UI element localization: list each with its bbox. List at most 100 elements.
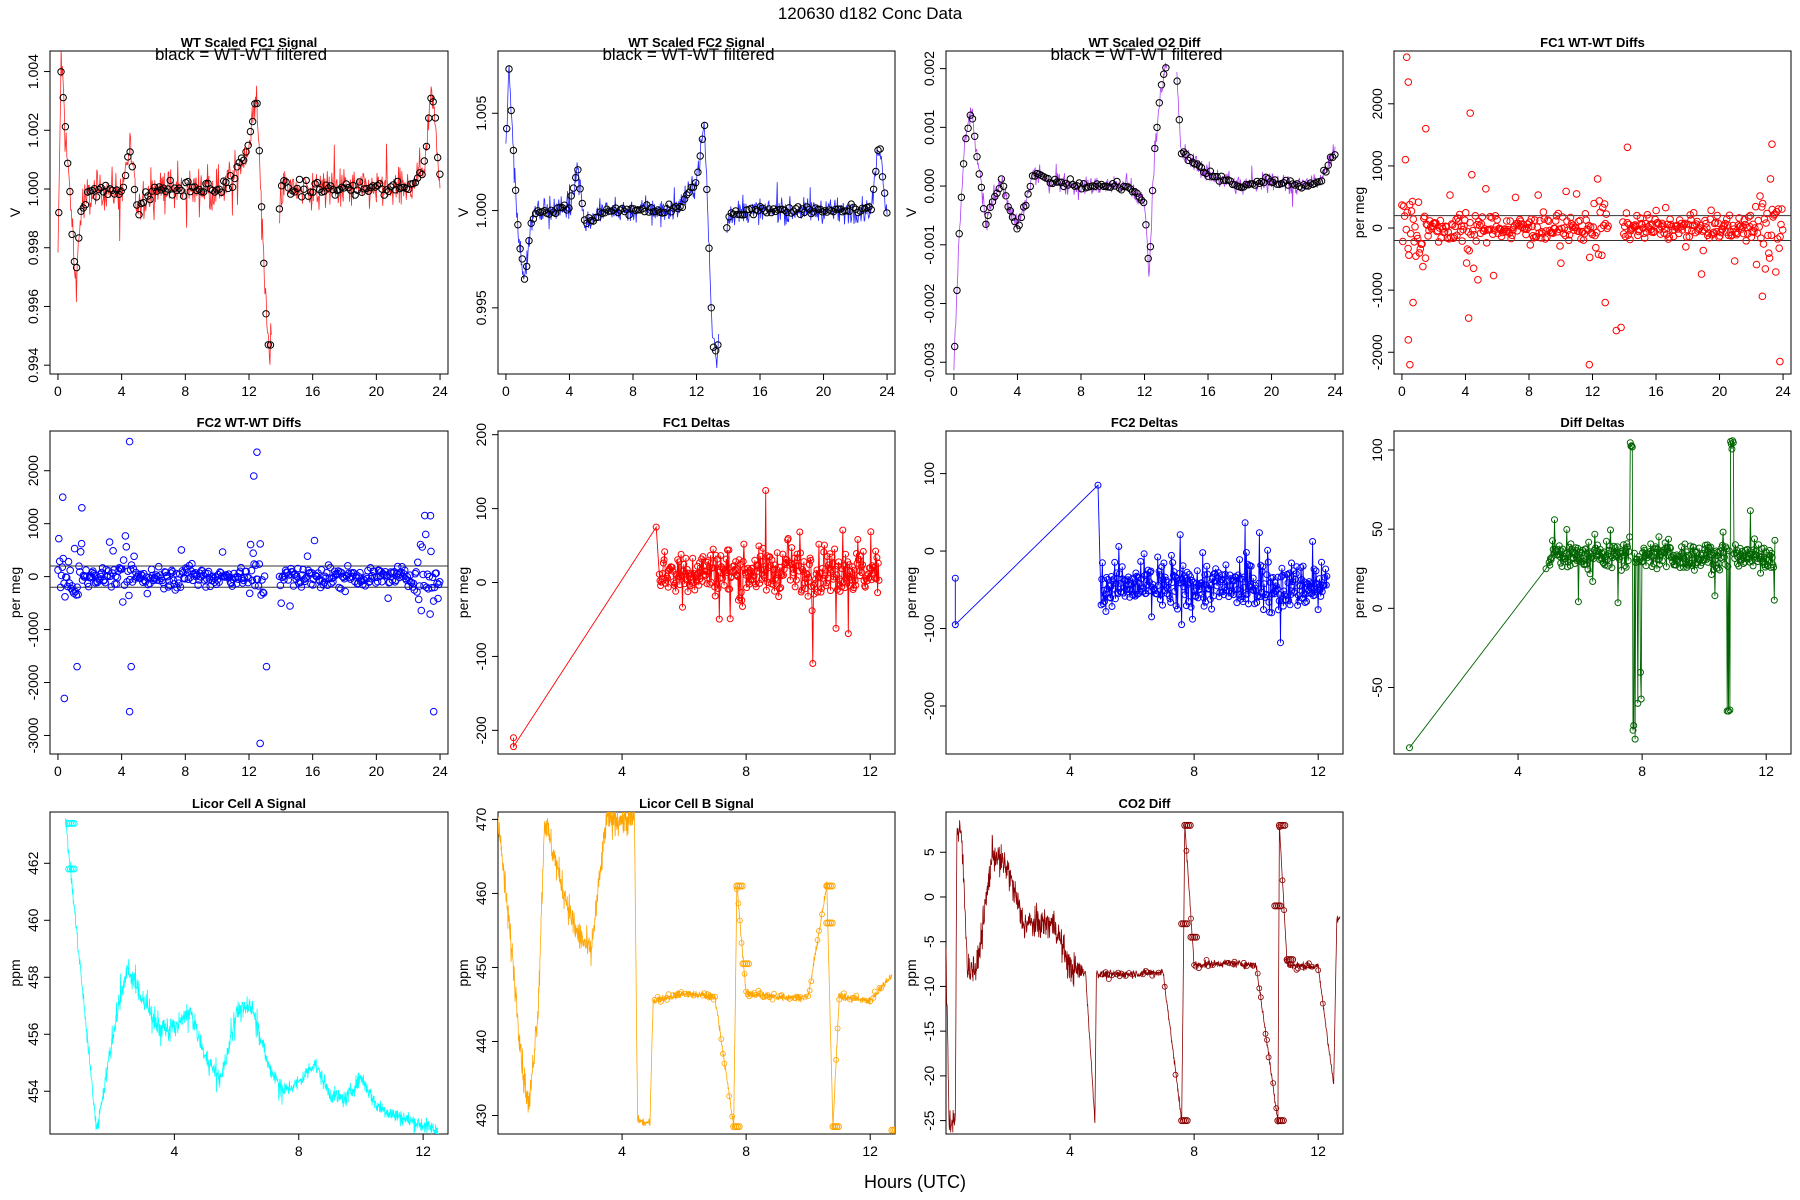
data-point [1775,244,1783,252]
data-point [1219,576,1226,584]
data-point [1279,602,1287,610]
y-tick-label: -200 [921,692,937,720]
data-point [1684,561,1692,569]
data-point [1554,546,1562,554]
filtered-point [957,193,966,202]
filtered-point [709,343,718,351]
data-point [820,548,828,556]
data-point [672,587,680,595]
data-point [1128,581,1136,589]
data-point [1406,229,1415,238]
data-point [1467,230,1475,239]
x-tick-label: 12 [862,1143,878,1159]
data-point [848,576,856,584]
data-point [1454,214,1462,222]
data-point [1262,1030,1269,1037]
data-point [310,536,319,545]
data-point [833,1056,839,1063]
y-tick-label: 456 [25,1022,41,1046]
data-point [722,555,730,563]
filtered-point [298,193,306,201]
data-point [70,544,79,553]
data-point [307,580,315,588]
data-point [1574,217,1583,226]
data-point [775,593,783,601]
data-point [1549,537,1556,545]
data-point [1714,564,1722,572]
data-point [828,553,836,561]
data-point [1232,573,1240,581]
data-point [335,583,343,592]
data-point [689,554,697,562]
chart-panel-p11: CO2 Diff ppm 4 8 12 -25 -20 -15 -10 -5 0 5 [903,796,1344,1159]
data-point [828,919,836,927]
data-point [875,576,883,584]
filtered-point [179,192,188,200]
y-axis-label: per meg [903,567,919,618]
data-point [1199,594,1207,601]
data-point [1770,563,1778,571]
filtered-point [647,204,655,212]
data-point [1281,821,1289,829]
data-point [679,603,686,611]
filtered-point [1015,221,1023,229]
data-point [800,558,808,566]
data-point [1183,568,1191,576]
chart-title: WT Scaled O2 Diff [1089,35,1202,50]
data-point [1765,254,1774,262]
data-point [674,573,682,581]
data-point [1231,958,1238,965]
data-point [1187,603,1195,611]
data-point [1523,220,1532,229]
data-point [1405,251,1413,259]
data-point [76,548,85,556]
data-point [1516,215,1524,224]
data-point [84,582,93,591]
data-point [1768,549,1775,557]
chart-title: FC1 Deltas [663,415,730,430]
data-point [1115,543,1123,550]
filtered-point [1155,99,1164,107]
data-point [510,743,517,751]
data-point [428,584,436,592]
data-point [801,585,809,593]
series-line [57,51,441,365]
data-point [1665,233,1673,241]
data-point [817,588,825,596]
data-point [160,584,168,593]
filtered-point [300,185,308,193]
data-point [1112,579,1120,587]
data-point [676,581,684,589]
filtered-point [1322,168,1330,176]
data-point [1666,544,1674,551]
y-tick-label: -3000 [25,717,41,753]
data-point [874,559,882,567]
data-point [1141,572,1149,580]
data-point [1756,192,1764,200]
data-point [1600,548,1608,556]
y-tick-label: 100 [473,497,489,521]
filtered-point [1097,180,1106,189]
data-point [1589,578,1597,585]
data-point [820,541,828,549]
data-point [1546,555,1554,563]
data-point [1402,53,1411,62]
data-point [1757,569,1765,577]
filtered-point [523,262,531,271]
data-point [418,543,427,551]
y-tick-label: 1.000 [25,171,41,206]
data-point [760,566,768,574]
data-point [1230,577,1238,585]
data-point [1719,528,1727,536]
data-point [1158,563,1166,571]
data-point [1315,967,1322,974]
data-point [1415,249,1424,257]
data-point [1286,601,1294,609]
y-tick-label: -25 [921,1110,937,1130]
data-point [874,589,882,597]
data-point [384,594,392,603]
filtered-point [678,203,687,212]
data-point [1699,246,1708,255]
series-line [505,64,888,369]
